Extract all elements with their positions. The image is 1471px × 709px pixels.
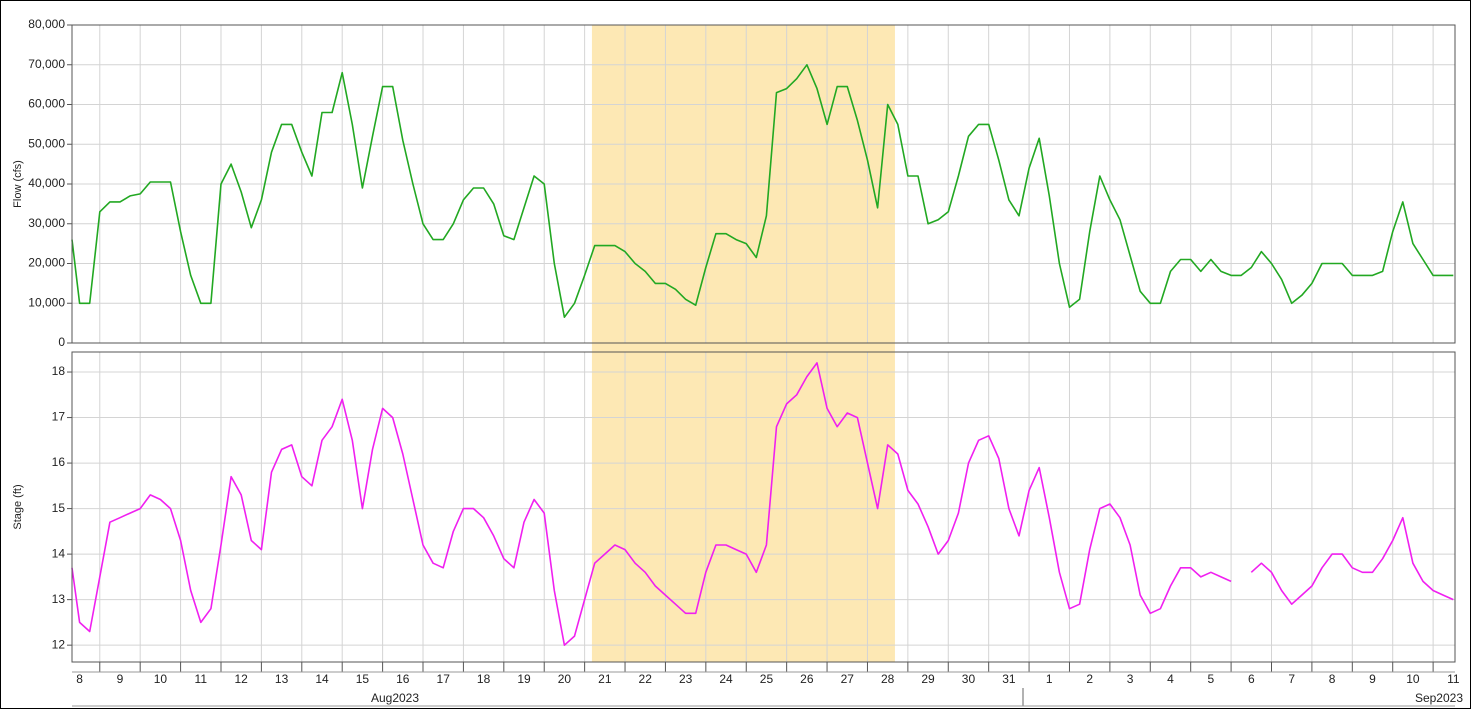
panel-frame xyxy=(71,24,1456,344)
x-tick-label: 27 xyxy=(841,672,855,686)
data-line xyxy=(71,362,1232,646)
x-tick-label: 19 xyxy=(517,672,531,686)
y-tick-label: 15 xyxy=(52,501,66,515)
y-axis-label: Flow (cfs) xyxy=(12,160,24,208)
x-tick-label: 10 xyxy=(154,672,168,686)
y-axis-label: Stage (ft) xyxy=(12,484,24,529)
x-tick-label: 21 xyxy=(598,672,612,686)
x-tick-label: 4 xyxy=(1167,672,1174,686)
x-tick-label: 2 xyxy=(1086,672,1093,686)
month-label: Sep2023 xyxy=(1415,691,1463,705)
x-tick-label: 26 xyxy=(800,672,814,686)
x-tick-label: 15 xyxy=(356,672,370,686)
y-tick-label: 16 xyxy=(52,455,66,469)
y-tick-label: 12 xyxy=(52,637,66,651)
x-tick-label: 20 xyxy=(558,672,572,686)
x-tick-label: 10 xyxy=(1406,672,1420,686)
x-tick-label: 7 xyxy=(1288,672,1295,686)
x-tick-label: 18 xyxy=(477,672,491,686)
y-tick-label: 40,000 xyxy=(28,176,65,190)
month-label: Aug2023 xyxy=(371,691,419,705)
axis-layer: 8 9 10 11 12 13 14 15 16 17 18 19 20 21 22 23 24 25 26 27 28… xyxy=(12,17,1460,686)
panel-frame xyxy=(71,351,1456,663)
y-tick-label: 10,000 xyxy=(28,295,65,309)
x-tick-label: 5 xyxy=(1208,672,1215,686)
y-tick-label: 13 xyxy=(52,592,66,606)
y-tick-label: 18 xyxy=(52,364,66,378)
x-tick-label: 31 xyxy=(1002,672,1016,686)
x-tick-label: 11 xyxy=(195,672,208,686)
x-tick-label: 6 xyxy=(1248,672,1255,686)
x-tick-label: 9 xyxy=(117,672,124,686)
x-tick-label: 13 xyxy=(275,672,289,686)
y-tick-label: 0 xyxy=(58,335,65,349)
y-tick-label: 60,000 xyxy=(28,97,65,111)
data-line xyxy=(1250,516,1454,605)
x-tick-label: 29 xyxy=(921,672,935,686)
x-tick-label: 3 xyxy=(1127,672,1134,686)
x-tick-label: 8 xyxy=(1329,672,1336,686)
x-tick-label: 24 xyxy=(719,672,733,686)
x-tick-label: 8 xyxy=(76,672,83,686)
x-tick-label: 14 xyxy=(315,672,329,686)
data-line xyxy=(71,64,1454,318)
x-tick-label: 17 xyxy=(437,672,451,686)
x-tick-label: 30 xyxy=(962,672,976,686)
x-tick-label: 23 xyxy=(679,672,693,686)
y-tick-label: 30,000 xyxy=(28,216,65,230)
line-layer xyxy=(71,64,1454,646)
y-tick-label: 20,000 xyxy=(28,256,65,270)
x-tick-label: 11 xyxy=(1447,672,1460,686)
y-tick-label: 50,000 xyxy=(28,136,65,150)
x-tick-label: 25 xyxy=(760,672,774,686)
x-tick-label: 28 xyxy=(881,672,895,686)
x-tick-label: 12 xyxy=(235,672,249,686)
y-tick-label: 80,000 xyxy=(28,17,65,31)
x-tick-label: 1 xyxy=(1046,672,1053,686)
x-tick-label: 16 xyxy=(396,672,410,686)
y-tick-label: 17 xyxy=(52,410,66,424)
y-tick-label: 14 xyxy=(52,546,66,560)
x-tick-label: 22 xyxy=(639,672,653,686)
y-tick-label: 70,000 xyxy=(28,57,65,71)
x-tick-label: 9 xyxy=(1369,672,1376,686)
